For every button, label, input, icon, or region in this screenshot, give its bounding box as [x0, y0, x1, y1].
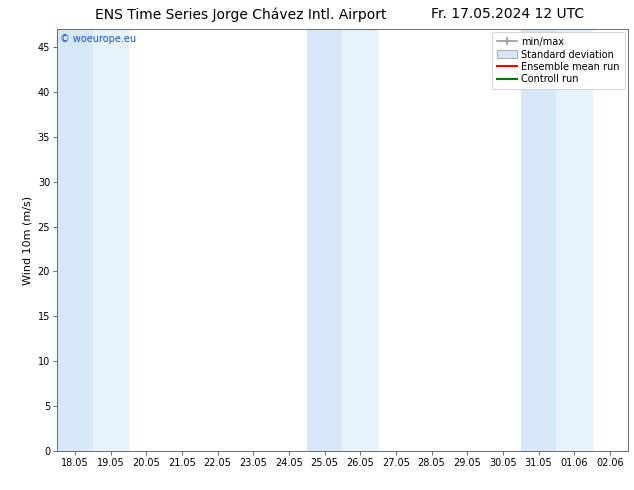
Y-axis label: Wind 10m (m/s): Wind 10m (m/s) — [22, 196, 32, 285]
Text: © woeurope.eu: © woeurope.eu — [60, 34, 136, 44]
Bar — [557, 29, 592, 451]
Legend: min/max, Standard deviation, Ensemble mean run, Controll run: min/max, Standard deviation, Ensemble me… — [492, 32, 624, 89]
Bar — [342, 29, 378, 451]
Bar — [521, 29, 557, 451]
Bar — [93, 29, 128, 451]
Text: ENS Time Series Jorge Chávez Intl. Airport: ENS Time Series Jorge Chávez Intl. Airpo… — [95, 7, 387, 22]
Text: Fr. 17.05.2024 12 UTC: Fr. 17.05.2024 12 UTC — [430, 7, 584, 22]
Bar — [307, 29, 342, 451]
Bar — [57, 29, 93, 451]
